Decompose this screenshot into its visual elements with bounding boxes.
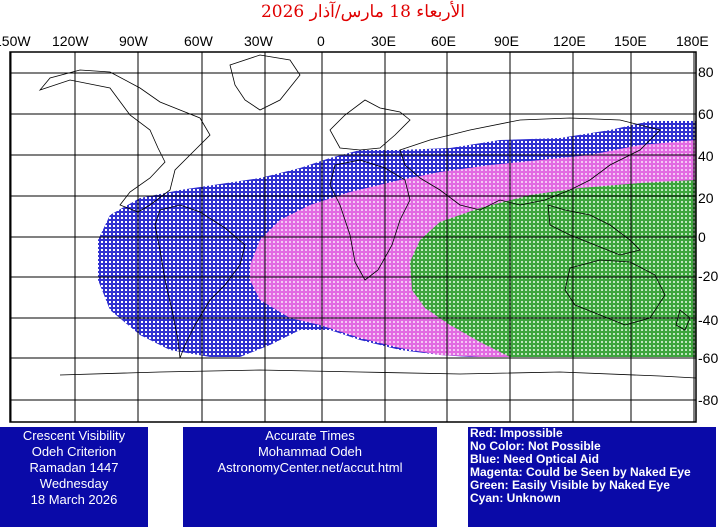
longitude-label: 90E [494, 33, 519, 49]
longitude-label: 90W [119, 33, 148, 49]
latitude-label: 20 [698, 190, 714, 206]
info-line: 18 March 2026 [30, 492, 118, 507]
info-line: Mohammad Odeh [257, 444, 363, 459]
longitude-label: 150W [0, 33, 31, 49]
map-frame [9, 51, 697, 423]
legend-item: Blue: Need Optical Aid [470, 452, 599, 466]
legend-item: Green: Easily Visible by Naked Eye [470, 478, 670, 492]
info-line: Crescent Visibility [22, 428, 126, 443]
zone-green-easily-visible [410, 180, 696, 357]
graticule [10, 52, 696, 422]
info-line: Odeh Criterion [31, 444, 117, 459]
longitude-label: 60E [431, 33, 456, 49]
latitude-label: -40 [698, 312, 719, 328]
latitude-label: 40 [698, 148, 714, 164]
longitude-label: 120E [553, 33, 586, 49]
info-line: Accurate Times [265, 428, 355, 443]
info-line: Wednesday [39, 476, 109, 491]
legend-item: No Color: Not Possible [470, 439, 601, 453]
latitude-label: 0 [698, 229, 706, 245]
longitude-label: 60W [184, 33, 213, 49]
legend-item: Red: Impossible [470, 427, 563, 440]
info-link: AstronomyCenter.net/accut.html [217, 460, 403, 475]
legend-item: Cyan: Unknown [470, 491, 561, 505]
legend-item: Magenta: Could be Seen by Naked Eye [470, 465, 691, 479]
longitude-label: 150E [614, 33, 647, 49]
info-box-source: Accurate Times Mohammad Odeh AstronomyCe… [183, 427, 437, 527]
info-line: Ramadan 1447 [29, 460, 119, 475]
longitude-label: 180E [676, 33, 709, 49]
longitude-label: 0 [317, 33, 325, 49]
longitude-label: 120W [52, 33, 89, 49]
latitude-label: -60 [698, 350, 719, 366]
latitude-label: -20 [698, 268, 719, 284]
longitude-label: 30E [371, 33, 396, 49]
latitude-label: -80 [698, 392, 719, 408]
latitude-label: 80 [698, 64, 714, 80]
latitude-label: 60 [698, 106, 714, 122]
coastlines [38, 54, 696, 379]
longitude-label: 30W [244, 33, 273, 49]
map-title: الأربعاء 18 مارس/آذار 2026 [260, 2, 466, 22]
info-box-criterion: Crescent Visibility Odeh Criterion Ramad… [0, 427, 148, 527]
legend-box: Red: Impossible No Color: Not Possible B… [468, 427, 716, 527]
